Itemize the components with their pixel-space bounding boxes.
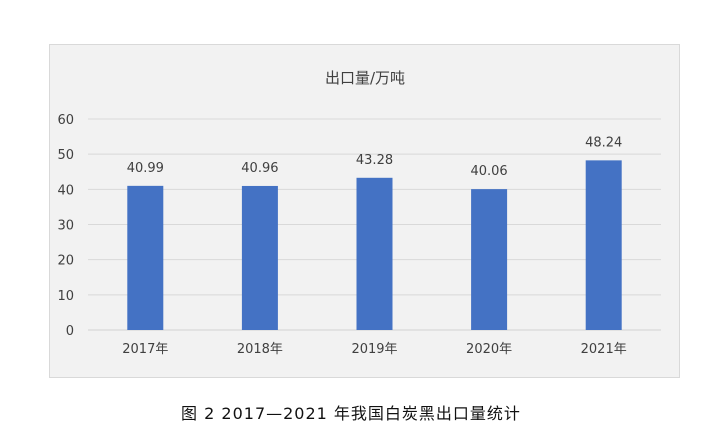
bar — [241, 185, 278, 330]
data-labels: 40.99 40.96 43.28 40.06 48.24 — [127, 135, 623, 179]
y-tick-label: 40 — [57, 183, 74, 198]
bar — [127, 185, 164, 330]
y-tick-label: 30 — [57, 219, 74, 234]
y-tick-label: 0 — [66, 324, 74, 339]
y-tick-label: 20 — [57, 254, 74, 269]
x-tick-label: 2020年 — [466, 342, 512, 357]
y-axis-tick-labels: 0 10 20 30 40 50 60 — [57, 113, 74, 339]
chart-frame: 出口量/万吨 0 10 20 30 40 50 60 40.99 40.96 43.28 40.0… — [49, 44, 680, 378]
y-tick-label: 10 — [57, 289, 74, 304]
y-tick-label: 60 — [57, 113, 74, 128]
x-axis-tick-labels: 2017年 2018年 2019年 2020年 2021年 — [122, 342, 626, 357]
x-tick-label: 2017年 — [122, 342, 168, 357]
bar — [471, 189, 508, 330]
data-label: 40.06 — [470, 164, 507, 179]
x-tick-label: 2018年 — [237, 342, 283, 357]
x-tick-label: 2019年 — [351, 342, 397, 357]
data-label: 40.99 — [127, 161, 164, 176]
bar — [356, 177, 393, 330]
data-label: 43.28 — [356, 153, 393, 168]
bar — [585, 160, 622, 330]
figure-caption: 图 2 2017—2021 年我国白炭黑出口量统计 — [181, 404, 521, 423]
data-label: 48.24 — [585, 135, 622, 150]
bars — [127, 160, 622, 330]
bar-chart: 出口量/万吨 0 10 20 30 40 50 60 40.99 40.96 43.28 40.0… — [57, 69, 661, 357]
y-tick-label: 50 — [57, 148, 74, 163]
data-label: 40.96 — [241, 161, 278, 176]
chart-title: 出口量/万吨 — [325, 69, 405, 87]
x-tick-label: 2021年 — [581, 342, 627, 357]
